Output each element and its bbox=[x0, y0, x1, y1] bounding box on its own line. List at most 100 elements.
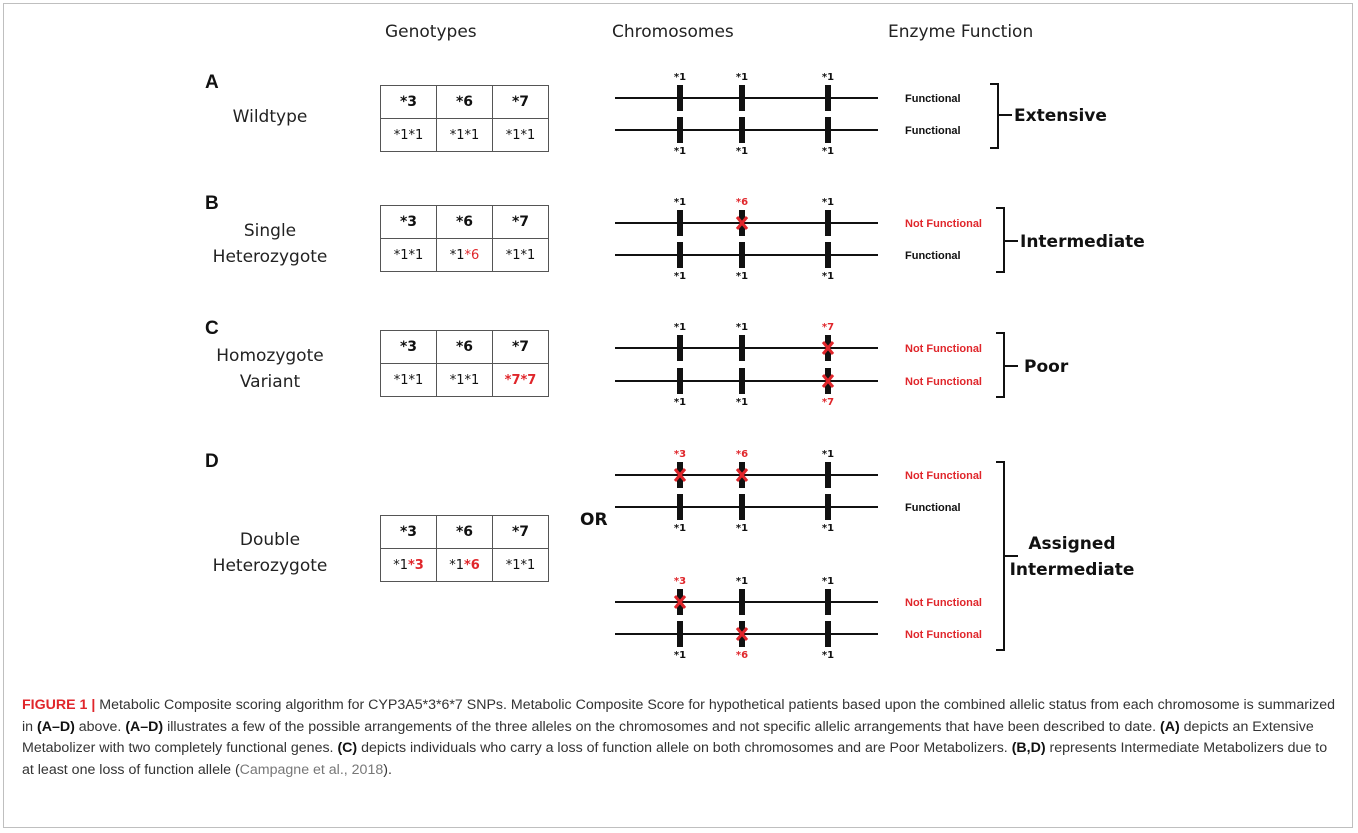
or-label: OR bbox=[580, 510, 608, 530]
allele-header: *3 bbox=[380, 85, 437, 119]
allele-label: *6 bbox=[736, 449, 748, 460]
allele-header: *7 bbox=[492, 330, 549, 364]
locus-marker bbox=[677, 242, 683, 268]
caption-text: (C) bbox=[337, 740, 358, 756]
genotype-cell: *1*1 bbox=[380, 363, 437, 397]
locus-marker bbox=[739, 494, 745, 520]
locus-marker bbox=[825, 85, 831, 111]
panel-letter-b: B bbox=[205, 193, 219, 214]
chromosome-diagram: Functional Functional *1 *1 *1 *1 *1 *1 Not Func… bbox=[615, 72, 1145, 661]
allele-header: *6 bbox=[436, 330, 493, 364]
locus-marker bbox=[677, 117, 683, 143]
caption-text: above. bbox=[74, 718, 126, 735]
locus-marker bbox=[739, 368, 745, 394]
panel-letter-a: A bbox=[205, 72, 219, 93]
loss-of-function-x bbox=[821, 374, 835, 388]
locus-marker bbox=[825, 589, 831, 615]
citation-link[interactable]: Campagne et al., 2018 bbox=[239, 761, 384, 778]
caption-text: (A) bbox=[1160, 718, 1180, 735]
genotype-cell: *1*1 bbox=[492, 238, 549, 272]
allele-label: *1 bbox=[736, 146, 748, 157]
locus-marker bbox=[825, 494, 831, 520]
outcome-label: Poor bbox=[1024, 357, 1069, 377]
function-label: Not Functional bbox=[905, 470, 982, 482]
genotype-table-c: *3 *6 *7 *1*1 *1*1 *7*7 bbox=[380, 330, 549, 397]
allele-header: *3 bbox=[380, 515, 437, 549]
allele-label: *1 bbox=[822, 146, 834, 157]
locus-marker bbox=[677, 210, 683, 236]
allele-header: *7 bbox=[492, 85, 549, 119]
genotype-label-line: Homozygote bbox=[216, 346, 324, 366]
genotype-cell: *1*1 bbox=[436, 363, 493, 397]
locus-marker bbox=[825, 242, 831, 268]
genotype-cell: *1*1 bbox=[492, 548, 549, 582]
locus-marker bbox=[677, 494, 683, 520]
loss-of-function-x bbox=[735, 216, 749, 230]
outcome-label: Extensive bbox=[1014, 106, 1107, 126]
allele-label: *1 bbox=[736, 72, 748, 83]
outcome-label: Intermediate bbox=[1010, 560, 1135, 580]
allele-label: *1 bbox=[736, 397, 748, 408]
genotype-label-line: Variant bbox=[239, 372, 301, 392]
genotype-cell: *1*1 bbox=[380, 118, 437, 152]
allele-label: *1 bbox=[674, 397, 686, 408]
genotype-label-a: Wildtype bbox=[190, 104, 350, 130]
enzyme-function-header: Enzyme Function bbox=[888, 22, 1034, 42]
bracket bbox=[990, 83, 999, 149]
allele-label: *1 bbox=[736, 523, 748, 534]
bracket bbox=[996, 461, 1005, 651]
allele-label: *1 bbox=[674, 322, 686, 333]
genotype-table-b: *3 *6 *7 *1*1 *1*6 *1*1 bbox=[380, 205, 549, 272]
allele-label: *3 bbox=[674, 576, 686, 587]
locus-marker bbox=[739, 242, 745, 268]
function-label: Not Functional bbox=[905, 376, 982, 388]
figure-frame bbox=[3, 3, 1353, 828]
caption-text: represents Intermediate Metabolizers due… bbox=[22, 740, 1328, 778]
allele-header: *7 bbox=[492, 205, 549, 239]
caption-text: (B,D) bbox=[1011, 740, 1046, 756]
locus-marker bbox=[825, 117, 831, 143]
genotype-label-d: Double Heterozygote bbox=[190, 527, 350, 579]
locus-marker bbox=[739, 117, 745, 143]
genotype-cell: *1*1 bbox=[492, 118, 549, 152]
allele-label: *1 bbox=[822, 197, 834, 208]
allele-label: *7 bbox=[822, 322, 834, 333]
genotype-cell: *1*3 bbox=[380, 548, 437, 582]
function-label: Not Functional bbox=[905, 343, 982, 355]
allele-label: *1 bbox=[736, 576, 748, 587]
caption-text: depicts individuals who carry a loss of … bbox=[357, 740, 1012, 756]
genotype-cell: *1*6 bbox=[436, 238, 493, 272]
chromosomes-header: Chromosomes bbox=[612, 22, 734, 42]
caption-text: ). bbox=[383, 761, 392, 778]
figure-caption: FIGURE 1 | Metabolic Composite scoring a… bbox=[22, 695, 1337, 781]
genotype-table-d: *3 *6 *7 *1*3 *1*6 *1*1 bbox=[380, 515, 549, 582]
locus-marker bbox=[825, 462, 831, 488]
genotype-label-line: Single bbox=[243, 221, 297, 241]
loss-of-function-x bbox=[821, 341, 835, 355]
genotype-label-line: Wildtype bbox=[232, 107, 308, 127]
allele-header: *6 bbox=[436, 205, 493, 239]
allele-label: *6 bbox=[736, 197, 748, 208]
locus-marker bbox=[677, 621, 683, 647]
outcome-label: Intermediate bbox=[1020, 232, 1145, 252]
locus-marker bbox=[677, 335, 683, 361]
caption-text: depicts an Extensive Metabolizer with tw… bbox=[22, 718, 1314, 757]
caption-text: (A–D) bbox=[125, 718, 164, 735]
genotype-cell: *1*1 bbox=[380, 238, 437, 272]
allele-label: *1 bbox=[822, 523, 834, 534]
allele-label: *1 bbox=[674, 197, 686, 208]
locus-marker bbox=[739, 335, 745, 361]
allele-label: *1 bbox=[736, 322, 748, 333]
bracket bbox=[996, 207, 1005, 273]
genotypes-header: Genotypes bbox=[385, 22, 477, 42]
loss-of-function-x bbox=[735, 468, 749, 482]
allele-label: *1 bbox=[822, 449, 834, 460]
caption-text: (A–D) bbox=[36, 718, 75, 735]
allele-label: *1 bbox=[822, 650, 834, 661]
figure-label: FIGURE 1 | bbox=[22, 697, 96, 713]
genotype-label-line: Double bbox=[239, 530, 301, 550]
allele-label: *1 bbox=[674, 650, 686, 661]
allele-label: *1 bbox=[736, 271, 748, 282]
genotype-label-line: Heterozygote bbox=[212, 556, 328, 576]
genotype-cell: *1*6 bbox=[436, 548, 493, 582]
